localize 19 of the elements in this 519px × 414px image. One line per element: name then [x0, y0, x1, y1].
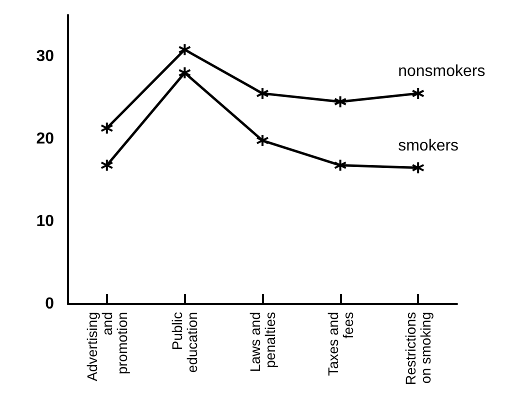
point	[178, 66, 192, 80]
point	[178, 43, 192, 56]
point	[334, 158, 347, 172]
y-tick-label: 10	[36, 212, 54, 230]
y-tick-label: 0	[45, 296, 54, 312]
point	[412, 161, 425, 174]
point	[412, 86, 425, 100]
series-label: nonsmokers	[398, 62, 486, 80]
x-tick-label: Advertising and promotion	[84, 312, 130, 382]
x-tick-label: Laws and penalties	[247, 312, 278, 372]
y-tick-label: 30	[36, 48, 54, 65]
point	[100, 122, 114, 135]
point	[256, 86, 269, 100]
x-tick-label: Taxes and fees	[324, 312, 356, 376]
point	[334, 95, 347, 108]
point	[256, 134, 269, 148]
point	[100, 158, 114, 172]
series-label: smokers	[398, 137, 459, 154]
y-tick-label: 20	[36, 130, 54, 148]
